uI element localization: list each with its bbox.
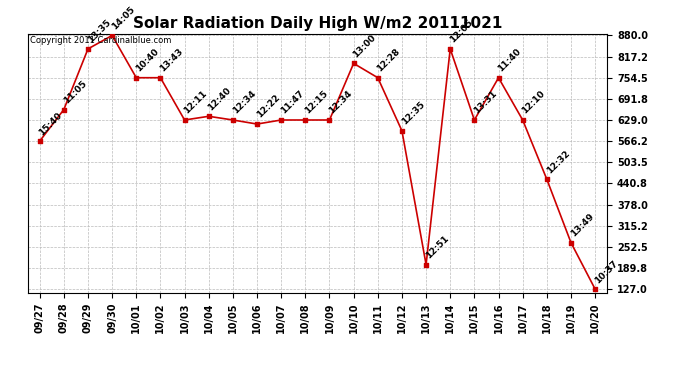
Text: 12:32: 12:32 (544, 148, 571, 175)
Point (58, 106, 69, 112)
Text: 13:35: 13:35 (86, 18, 112, 45)
Text: 12:28: 12:28 (375, 47, 402, 74)
Point (589, 286, 600, 292)
Text: 13:43: 13:43 (158, 47, 185, 74)
Text: 12:15: 12:15 (303, 89, 330, 116)
Point (348, 60, 359, 66)
Text: 13:31: 13:31 (472, 89, 499, 116)
Text: 12:34: 12:34 (327, 89, 354, 116)
Point (324, 117, 335, 123)
Text: 11:40: 11:40 (496, 47, 523, 74)
Text: 11:47: 11:47 (279, 89, 306, 116)
Text: 15:40: 15:40 (37, 110, 64, 137)
Text: 12:10: 12:10 (520, 89, 547, 116)
Point (420, 261, 432, 267)
Point (155, 75, 166, 81)
Text: 12:22: 12:22 (255, 93, 282, 120)
Point (493, 75, 504, 81)
Text: 12:51: 12:51 (424, 234, 451, 260)
Point (565, 240, 576, 246)
Text: 10:37: 10:37 (593, 258, 620, 285)
Point (541, 176, 552, 182)
Point (106, 32, 117, 38)
Point (373, 75, 384, 81)
Text: 13:00: 13:00 (351, 33, 378, 59)
Text: Copyright 2011 Cardinalblue.com: Copyright 2011 Cardinalblue.com (30, 36, 172, 45)
Point (179, 117, 190, 123)
Title: Solar Radiation Daily High W/m2 20111021: Solar Radiation Daily High W/m2 20111021 (132, 16, 502, 31)
Point (444, 46, 455, 52)
Point (83, 46, 94, 52)
Text: 11:05: 11:05 (61, 79, 88, 105)
Text: 12:40: 12:40 (206, 86, 233, 112)
Point (518, 117, 529, 123)
Text: 12:11: 12:11 (182, 89, 209, 116)
Point (203, 113, 214, 119)
Text: 14:05: 14:05 (110, 4, 137, 31)
Text: 12:05: 12:05 (448, 18, 475, 45)
Text: 12:35: 12:35 (400, 100, 426, 127)
Point (396, 128, 407, 134)
Point (251, 121, 262, 127)
Text: 10:40: 10:40 (134, 47, 161, 74)
Point (299, 117, 310, 123)
Point (130, 75, 142, 81)
Point (34, 138, 46, 144)
Text: 12:34: 12:34 (230, 89, 257, 116)
Text: 13:49: 13:49 (569, 212, 595, 238)
Point (469, 117, 480, 123)
Point (228, 117, 239, 123)
Point (276, 117, 287, 123)
